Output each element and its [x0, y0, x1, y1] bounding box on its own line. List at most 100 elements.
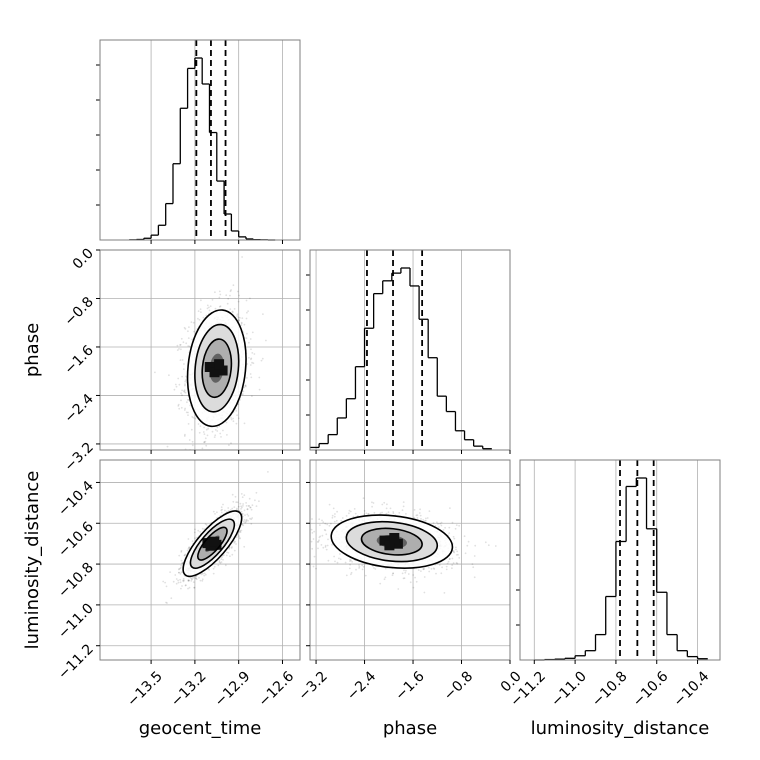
- panel-phase-vs-luminosity-distance-point: [453, 537, 456, 540]
- panel-phase-vs-luminosity-distance-point: [330, 522, 332, 525]
- panel-geocent-time-vs-luminosity-distance-point: [179, 567, 182, 570]
- panel-geocent-time-vs-luminosity-distance-point: [180, 551, 183, 553]
- panel-geocent-time-vs-luminosity-distance-point: [222, 558, 224, 561]
- panel-geocent-time-vs-phase-point: [236, 290, 239, 293]
- panel-geocent-time-vs-phase-point: [206, 434, 209, 437]
- panel-geocent-time-vs-luminosity-distance-point: [229, 509, 232, 511]
- panel-geocent-time-vs-luminosity-distance-frame: [99, 459, 301, 661]
- panel-phase-vs-luminosity-distance-point: [319, 535, 322, 538]
- panel-phase-vs-luminosity-distance-point: [336, 561, 339, 564]
- panel-phase-vs-luminosity-distance-point: [436, 521, 438, 524]
- hist-luminosity-distance-frame: [519, 459, 721, 661]
- panel-geocent-time-vs-luminosity-distance-point: [249, 506, 252, 509]
- panel-geocent-time-vs-phase-point: [235, 422, 238, 425]
- panel-geocent-time-vs-luminosity-distance-point: [178, 571, 180, 574]
- panel-geocent-time-vs-luminosity-distance-point: [241, 496, 244, 499]
- panel-phase-vs-luminosity-distance-point: [440, 524, 443, 527]
- panel-geocent-time-vs-phase-point: [246, 363, 249, 365]
- panel-geocent-time-vs-luminosity-distance-point: [255, 491, 258, 494]
- panel-geocent-time-vs-phase-point: [183, 391, 186, 393]
- panel-geocent-time-vs-phase-point: [249, 338, 252, 340]
- panel-geocent-time-vs-luminosity-distance-point: [248, 505, 251, 507]
- panel-geocent-time-vs-phase-point: [214, 307, 217, 310]
- panel-phase-vs-luminosity-distance-point: [310, 540, 313, 543]
- panel-geocent-time-vs-phase-point: [232, 417, 235, 420]
- panel-phase-vs-luminosity-distance-point: [322, 521, 325, 523]
- panel-geocent-time-vs-phase-point: [207, 427, 210, 430]
- panel-phase-vs-luminosity-distance-point: [333, 520, 336, 523]
- panel-geocent-time-vs-luminosity-distance-point: [182, 577, 185, 580]
- panel-phase-vs-luminosity-distance-point: [456, 550, 459, 553]
- panel-geocent-time-vs-phase-point: [205, 428, 208, 431]
- panel-phase-vs-luminosity-distance-point: [338, 557, 340, 560]
- panel-geocent-time-vs-luminosity-distance-point: [228, 548, 231, 550]
- panel-phase-vs-luminosity-distance-point: [363, 510, 366, 512]
- panel-geocent-time-vs-phase-point: [229, 290, 232, 293]
- panel-geocent-time-vs-phase-point: [197, 423, 200, 425]
- panel-phase-vs-luminosity-distance-point: [455, 554, 458, 556]
- panel-geocent-time-vs-luminosity-distance-point: [164, 581, 167, 584]
- panel-geocent-time-vs-luminosity-distance-point: [190, 578, 193, 580]
- panel-phase-vs-luminosity-distance-point: [345, 515, 348, 517]
- panel-geocent-time-vs-luminosity-distance-point: [220, 561, 223, 563]
- hist-luminosity-distance-yticks: [516, 484, 520, 626]
- panel-geocent-time-vs-phase-point: [225, 421, 228, 424]
- panel-geocent-time-vs-luminosity-distance-point: [212, 572, 215, 575]
- panel-phase-vs-luminosity-distance-point: [339, 553, 341, 555]
- panel-geocent-time-vs-phase-point: [187, 345, 190, 347]
- panel-geocent-time-vs-phase-point: [230, 418, 233, 421]
- panel-geocent-time-vs-luminosity-distance-point: [235, 543, 237, 545]
- panel-phase-vs-luminosity-distance-point: [452, 550, 455, 553]
- panel-geocent-time-vs-phase-point: [211, 299, 214, 301]
- panel-geocent-time-vs-luminosity-distance-point: [194, 537, 196, 539]
- panel-phase-vs-luminosity-distance-point: [446, 562, 449, 565]
- panel-geocent-time-vs-phase-point: [230, 442, 232, 445]
- panel-geocent-time-vs-phase-point: [216, 426, 219, 429]
- panel-phase-vs-luminosity-distance-point: [439, 522, 442, 525]
- xlabel-geocent-time: geocent_time: [139, 718, 262, 739]
- panel-phase-vs-luminosity-distance-point: [316, 541, 319, 543]
- panel-geocent-time-vs-phase-point: [250, 376, 253, 379]
- panel-phase-vs-luminosity-distance-point: [463, 535, 466, 538]
- panel-geocent-time-vs-luminosity-distance-core: [202, 536, 222, 551]
- panel-geocent-time-vs-luminosity-distance-point: [190, 580, 193, 582]
- panel-geocent-time-vs-phase-point: [218, 290, 221, 293]
- panel-geocent-time-vs-luminosity-distance-point: [178, 554, 181, 557]
- panel-geocent-time-vs-phase-point: [240, 324, 243, 326]
- panel-geocent-time-vs-luminosity-distance-point: [197, 529, 200, 532]
- panel-geocent-time-vs-luminosity-distance-point: [246, 513, 249, 516]
- panel-geocent-time-vs-luminosity-distance-point: [178, 568, 180, 571]
- panel-geocent-time-vs-phase-point: [209, 305, 212, 308]
- panel-geocent-time-vs-luminosity-distance-point: [183, 554, 186, 557]
- panel-geocent-time-vs-phase-point: [237, 417, 240, 420]
- ylabel-phase: phase: [22, 323, 43, 377]
- panel-geocent-time-vs-luminosity-distance-point: [180, 571, 183, 574]
- panel-geocent-time-vs-luminosity-distance-point: [184, 553, 187, 556]
- panel-geocent-time-vs-luminosity-distance-point: [240, 493, 243, 495]
- panel-phase-vs-luminosity-distance-point: [473, 576, 476, 579]
- panel-phase-vs-luminosity-distance-point: [387, 511, 390, 514]
- panel-geocent-time-vs-phase-point: [245, 385, 247, 388]
- panel-geocent-time-vs-phase-point: [246, 377, 248, 379]
- panel-phase-vs-luminosity-distance-point: [340, 519, 343, 522]
- panel-phase-vs-luminosity-distance-point: [325, 548, 328, 551]
- panel-geocent-time-vs-luminosity-distance-point: [250, 508, 253, 511]
- panel-geocent-time-vs-phase-point: [199, 425, 202, 427]
- panel-geocent-time-vs-luminosity-distance-point: [219, 562, 222, 564]
- panel-geocent-time-vs-phase-point: [238, 319, 240, 322]
- panel-geocent-time-vs-luminosity-distance-point: [189, 576, 192, 579]
- panel-geocent-time-vs-luminosity-distance-point: [193, 577, 195, 579]
- panel-phase-vs-luminosity-distance-point: [484, 541, 487, 544]
- panel-phase-vs-luminosity-distance-point: [415, 514, 418, 517]
- panel-geocent-time-vs-luminosity-distance-point: [234, 540, 237, 543]
- panel-geocent-time-vs-luminosity-distance-point: [165, 601, 167, 604]
- panel-geocent-time-vs-phase-content: [154, 256, 267, 450]
- panel-phase-vs-luminosity-distance-point: [448, 558, 451, 561]
- panel-geocent-time-vs-phase-point: [177, 377, 180, 380]
- panel-phase-vs-luminosity-distance-point: [402, 505, 405, 508]
- panel-phase-vs-luminosity-distance-point: [448, 557, 451, 560]
- panel-phase-vs-luminosity-distance-point: [473, 555, 476, 557]
- panel-phase-vs-luminosity-distance-point: [365, 512, 368, 515]
- panel-geocent-time-vs-luminosity-distance-point: [254, 499, 256, 502]
- panel-geocent-time-vs-luminosity-distance-point: [217, 564, 220, 567]
